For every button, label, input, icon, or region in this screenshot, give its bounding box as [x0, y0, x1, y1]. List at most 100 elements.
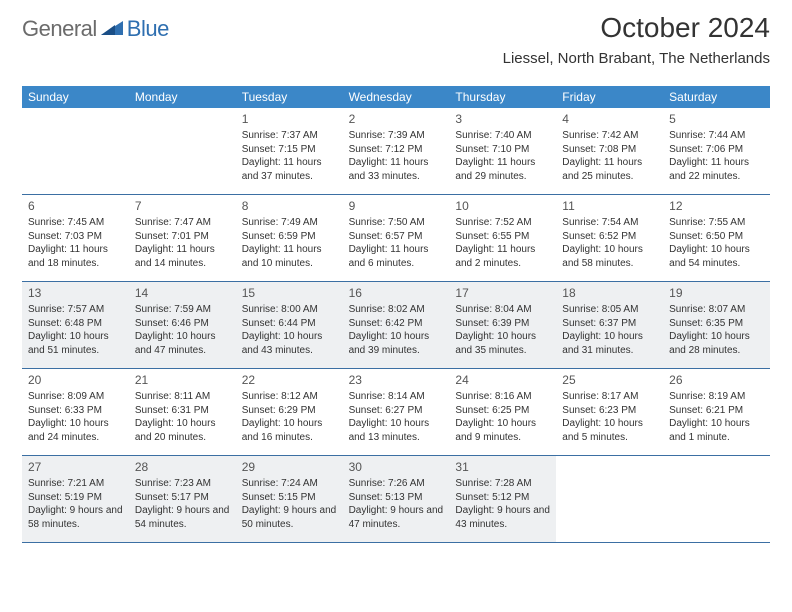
- day-sunset: Sunset: 6:37 PM: [562, 317, 657, 331]
- day-sunrise: Sunrise: 8:19 AM: [669, 390, 764, 404]
- day-sunset: Sunset: 6:59 PM: [242, 230, 337, 244]
- day-sunset: Sunset: 6:29 PM: [242, 404, 337, 418]
- day-number: 13: [28, 285, 123, 301]
- day-number: 24: [455, 372, 550, 388]
- day-cell: 28Sunrise: 7:23 AMSunset: 5:17 PMDayligh…: [129, 456, 236, 542]
- day-number: 20: [28, 372, 123, 388]
- day-sunrise: Sunrise: 8:00 AM: [242, 303, 337, 317]
- logo-triangle-icon: [101, 19, 123, 40]
- day-number: 18: [562, 285, 657, 301]
- weeks-container: 1Sunrise: 7:37 AMSunset: 7:15 PMDaylight…: [22, 108, 770, 543]
- day-daylight: Daylight: 11 hours and 18 minutes.: [28, 243, 123, 270]
- day-cell: 26Sunrise: 8:19 AMSunset: 6:21 PMDayligh…: [663, 369, 770, 455]
- day-number: 8: [242, 198, 337, 214]
- day-cell: 8 Sunrise: 7:49 AMSunset: 6:59 PMDaylight…: [236, 195, 343, 281]
- day-sunset: Sunset: 6:52 PM: [562, 230, 657, 244]
- day-number: 25: [562, 372, 657, 388]
- day-sunrise: Sunrise: 8:14 AM: [349, 390, 444, 404]
- day-cell: 1Sunrise: 7:37 AMSunset: 7:15 PMDaylight…: [236, 108, 343, 194]
- day-number: 31: [455, 459, 550, 475]
- day-daylight: Daylight: 10 hours and 16 minutes.: [242, 417, 337, 444]
- day-sunset: Sunset: 6:46 PM: [135, 317, 230, 331]
- day-daylight: Daylight: 10 hours and 5 minutes.: [562, 417, 657, 444]
- day-sunset: Sunset: 6:55 PM: [455, 230, 550, 244]
- dow-cell: Monday: [129, 86, 236, 108]
- day-sunset: Sunset: 7:15 PM: [242, 143, 337, 157]
- day-daylight: Daylight: 10 hours and 51 minutes.: [28, 330, 123, 357]
- header: General Blue October 2024 Liessel, North…: [22, 12, 770, 76]
- day-daylight: Daylight: 9 hours and 58 minutes.: [28, 504, 123, 531]
- day-sunset: Sunset: 5:15 PM: [242, 491, 337, 505]
- day-cell: 22Sunrise: 8:12 AMSunset: 6:29 PMDayligh…: [236, 369, 343, 455]
- day-number: 12: [669, 198, 764, 214]
- day-sunset: Sunset: 7:12 PM: [349, 143, 444, 157]
- day-sunset: Sunset: 7:03 PM: [28, 230, 123, 244]
- day-cell: [663, 456, 770, 542]
- day-number: 2: [349, 111, 444, 127]
- day-number: 22: [242, 372, 337, 388]
- day-number: 14: [135, 285, 230, 301]
- day-daylight: Daylight: 11 hours and 6 minutes.: [349, 243, 444, 270]
- day-daylight: Daylight: 10 hours and 39 minutes.: [349, 330, 444, 357]
- day-daylight: Daylight: 10 hours and 9 minutes.: [455, 417, 550, 444]
- day-daylight: Daylight: 10 hours and 20 minutes.: [135, 417, 230, 444]
- day-cell: 24Sunrise: 8:16 AMSunset: 6:25 PMDayligh…: [449, 369, 556, 455]
- day-sunrise: Sunrise: 7:24 AM: [242, 477, 337, 491]
- day-sunset: Sunset: 6:48 PM: [28, 317, 123, 331]
- day-cell: 16Sunrise: 8:02 AMSunset: 6:42 PMDayligh…: [343, 282, 450, 368]
- day-number: 27: [28, 459, 123, 475]
- day-sunset: Sunset: 7:08 PM: [562, 143, 657, 157]
- day-number: 26: [669, 372, 764, 388]
- day-daylight: Daylight: 11 hours and 10 minutes.: [242, 243, 337, 270]
- day-sunrise: Sunrise: 8:17 AM: [562, 390, 657, 404]
- day-sunrise: Sunrise: 8:07 AM: [669, 303, 764, 317]
- day-cell: 4Sunrise: 7:42 AMSunset: 7:08 PMDaylight…: [556, 108, 663, 194]
- day-cell: 13Sunrise: 7:57 AMSunset: 6:48 PMDayligh…: [22, 282, 129, 368]
- day-cell: 11Sunrise: 7:54 AMSunset: 6:52 PMDayligh…: [556, 195, 663, 281]
- day-sunrise: Sunrise: 7:49 AM: [242, 216, 337, 230]
- day-sunset: Sunset: 6:27 PM: [349, 404, 444, 418]
- day-cell: 21Sunrise: 8:11 AMSunset: 6:31 PMDayligh…: [129, 369, 236, 455]
- day-sunset: Sunset: 6:42 PM: [349, 317, 444, 331]
- day-cell: 10Sunrise: 7:52 AMSunset: 6:55 PMDayligh…: [449, 195, 556, 281]
- day-cell: 19Sunrise: 8:07 AMSunset: 6:35 PMDayligh…: [663, 282, 770, 368]
- day-sunrise: Sunrise: 7:45 AM: [28, 216, 123, 230]
- day-cell: 5Sunrise: 7:44 AMSunset: 7:06 PMDaylight…: [663, 108, 770, 194]
- calendar-grid: SundayMondayTuesdayWednesdayThursdayFrid…: [22, 86, 770, 543]
- day-number: 30: [349, 459, 444, 475]
- calendar-page: General Blue October 2024 Liessel, North…: [0, 0, 792, 543]
- day-number: 17: [455, 285, 550, 301]
- day-daylight: Daylight: 10 hours and 58 minutes.: [562, 243, 657, 270]
- day-cell: 9Sunrise: 7:50 AMSunset: 6:57 PMDaylight…: [343, 195, 450, 281]
- day-number: 9: [349, 198, 444, 214]
- day-daylight: Daylight: 10 hours and 31 minutes.: [562, 330, 657, 357]
- day-sunrise: Sunrise: 7:28 AM: [455, 477, 550, 491]
- logo-word-general: General: [22, 16, 97, 42]
- day-cell: 23Sunrise: 8:14 AMSunset: 6:27 PMDayligh…: [343, 369, 450, 455]
- day-sunrise: Sunrise: 7:47 AM: [135, 216, 230, 230]
- day-sunset: Sunset: 6:44 PM: [242, 317, 337, 331]
- day-daylight: Daylight: 9 hours and 43 minutes.: [455, 504, 550, 531]
- day-daylight: Daylight: 11 hours and 22 minutes.: [669, 156, 764, 183]
- day-number: 11: [562, 198, 657, 214]
- day-daylight: Daylight: 9 hours and 50 minutes.: [242, 504, 337, 531]
- day-daylight: Daylight: 10 hours and 13 minutes.: [349, 417, 444, 444]
- day-daylight: Daylight: 11 hours and 29 minutes.: [455, 156, 550, 183]
- location-subtitle: Liessel, North Brabant, The Netherlands: [503, 50, 770, 67]
- day-daylight: Daylight: 10 hours and 1 minute.: [669, 417, 764, 444]
- day-cell: 6Sunrise: 7:45 AMSunset: 7:03 PMDaylight…: [22, 195, 129, 281]
- day-daylight: Daylight: 11 hours and 25 minutes.: [562, 156, 657, 183]
- dow-cell: Friday: [556, 86, 663, 108]
- day-sunset: Sunset: 5:12 PM: [455, 491, 550, 505]
- day-cell: 3Sunrise: 7:40 AMSunset: 7:10 PMDaylight…: [449, 108, 556, 194]
- day-daylight: Daylight: 10 hours and 28 minutes.: [669, 330, 764, 357]
- day-sunset: Sunset: 6:23 PM: [562, 404, 657, 418]
- day-daylight: Daylight: 9 hours and 54 minutes.: [135, 504, 230, 531]
- month-title: October 2024: [503, 12, 770, 44]
- day-sunrise: Sunrise: 8:09 AM: [28, 390, 123, 404]
- day-daylight: Daylight: 11 hours and 37 minutes.: [242, 156, 337, 183]
- day-sunrise: Sunrise: 7:52 AM: [455, 216, 550, 230]
- day-cell: 20Sunrise: 8:09 AMSunset: 6:33 PMDayligh…: [22, 369, 129, 455]
- day-sunrise: Sunrise: 8:04 AM: [455, 303, 550, 317]
- day-daylight: Daylight: 10 hours and 43 minutes.: [242, 330, 337, 357]
